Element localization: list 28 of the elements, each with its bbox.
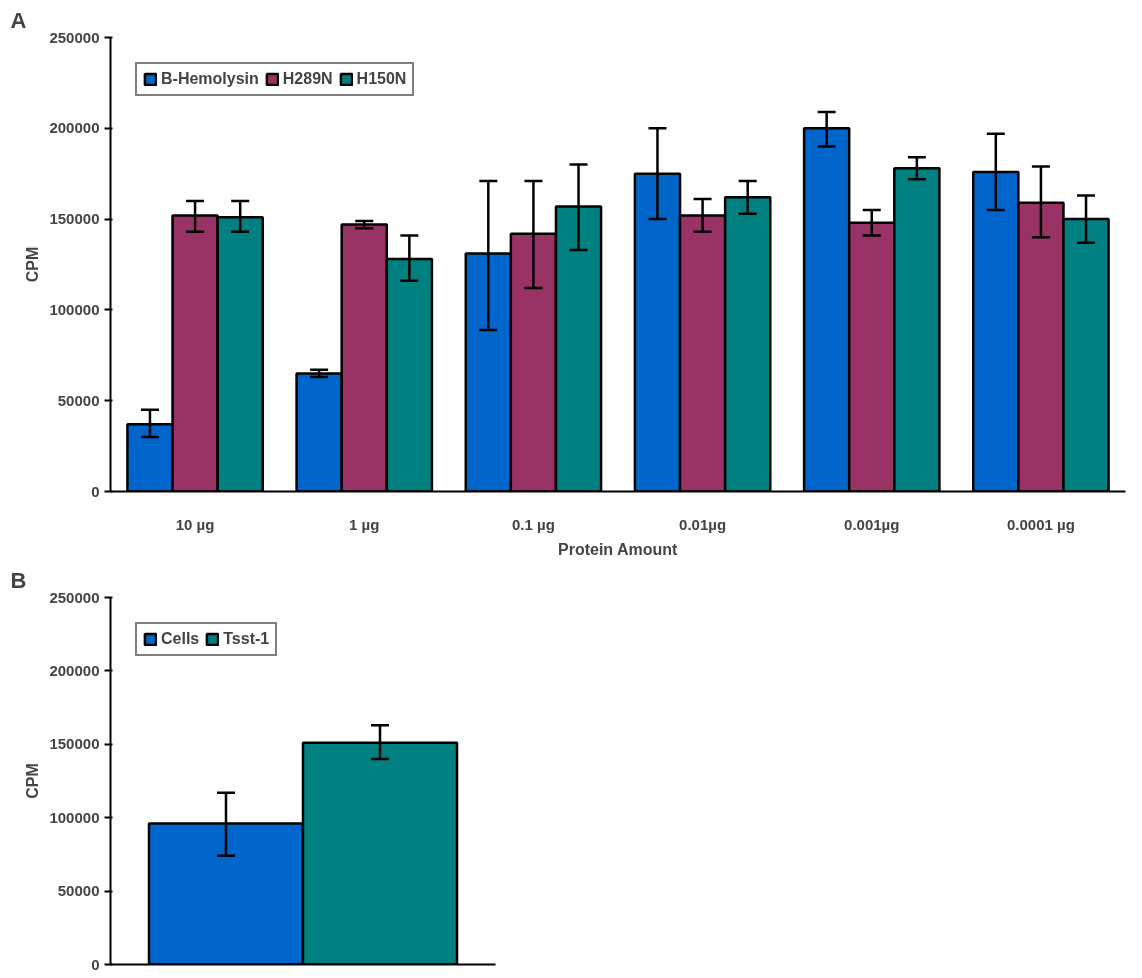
x-tick-label: 0.01µg	[679, 515, 727, 533]
legend-label: Cells	[161, 630, 200, 648]
legend-label: B-Hemolysin	[161, 70, 259, 88]
y-tick-label: 200000	[49, 661, 100, 679]
legend-label: H150N	[356, 70, 407, 88]
legend-label: Tsst-1	[223, 630, 270, 648]
y-tick-label: 150000	[49, 735, 100, 753]
y-tick-label: 200000	[49, 119, 100, 137]
text: A	[10, 7, 27, 33]
x-tick-label: 0.001µg	[844, 515, 900, 533]
y-tick-label: 100000	[49, 300, 100, 318]
y-tick-label: 150000	[49, 210, 100, 228]
y-tick-label: 50000	[57, 882, 100, 900]
y-axis-title: CPM	[24, 763, 42, 799]
x-tick-label: 0.1 µg	[512, 515, 555, 533]
legend-label: H289N	[282, 70, 333, 88]
y-tick-label: 100000	[49, 808, 100, 826]
y-tick-label: 0	[91, 955, 100, 973]
x-tick-label: 10 µg	[175, 515, 215, 533]
text: B	[10, 567, 27, 593]
y-tick-label: 250000	[49, 588, 100, 606]
y-tick-label: 250000	[49, 28, 100, 46]
y-tick-label: 50000	[57, 391, 100, 409]
x-tick-label: 1 µg	[349, 515, 380, 533]
x-tick-label: 0.0001 µg	[1006, 515, 1075, 533]
x-axis-title: Protein Amount	[558, 540, 679, 558]
y-axis-title: CPM	[24, 246, 42, 283]
y-tick-label: 0	[91, 482, 100, 500]
